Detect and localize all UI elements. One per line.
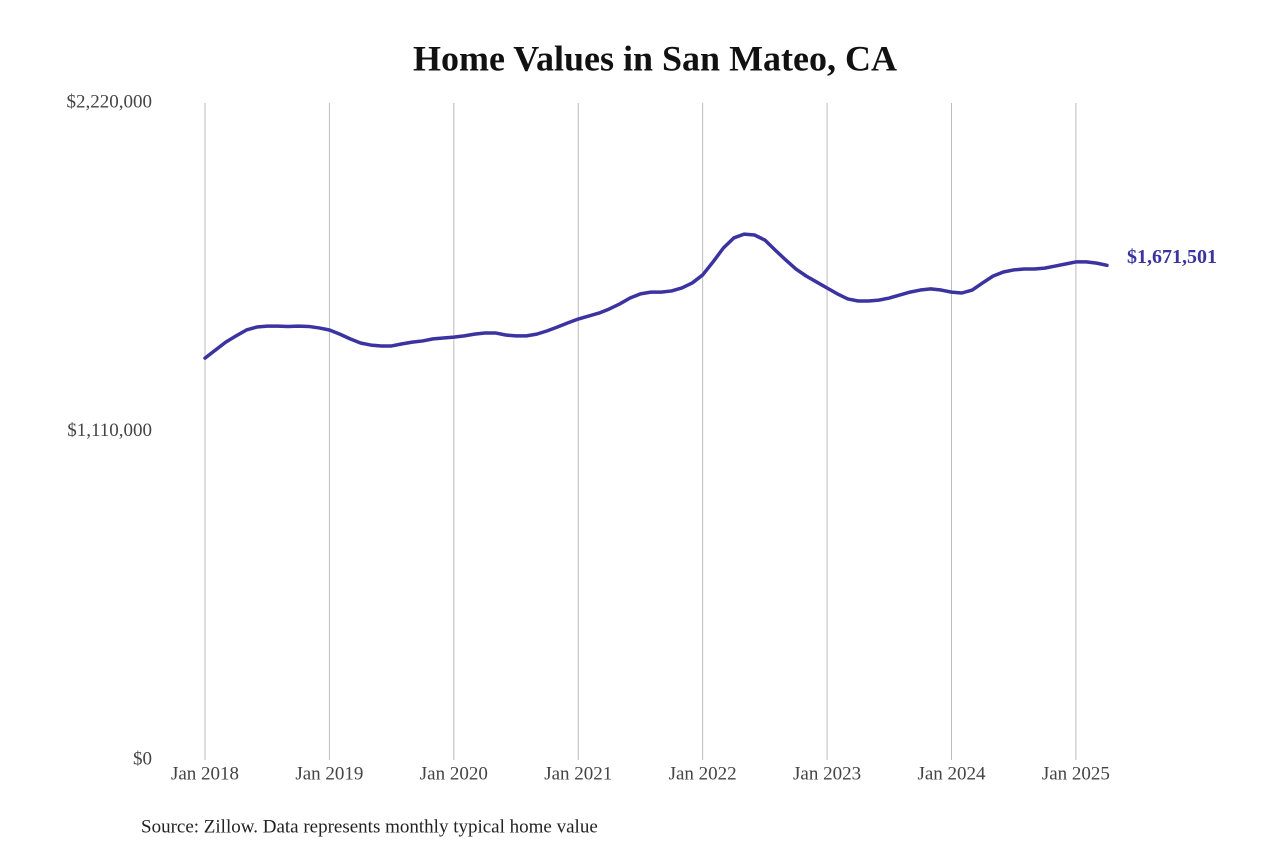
y-tick-label: $2,220,000	[67, 91, 153, 112]
y-tick-label: $0	[133, 748, 152, 769]
data-label: $1,671,501	[1127, 246, 1217, 268]
source-note: Source: Zillow. Data represents monthly …	[141, 816, 598, 837]
chart-title: Home Values in San Mateo, CA	[413, 38, 897, 78]
x-tick-label: Jan 2023	[793, 763, 861, 784]
x-tick-label: Jan 2022	[669, 763, 737, 784]
series-line	[203, 232, 1109, 360]
x-tick-label: Jan 2019	[295, 763, 363, 784]
x-tick-label: Jan 2018	[171, 763, 239, 784]
x-tick-label: Jan 2020	[420, 763, 488, 784]
x-tick-label: Jan 2021	[544, 763, 612, 784]
x-tick-label: Jan 2025	[1042, 763, 1110, 784]
x-tick-label: Jan 2024	[917, 763, 986, 784]
y-tick-label: $1,110,000	[67, 420, 152, 441]
